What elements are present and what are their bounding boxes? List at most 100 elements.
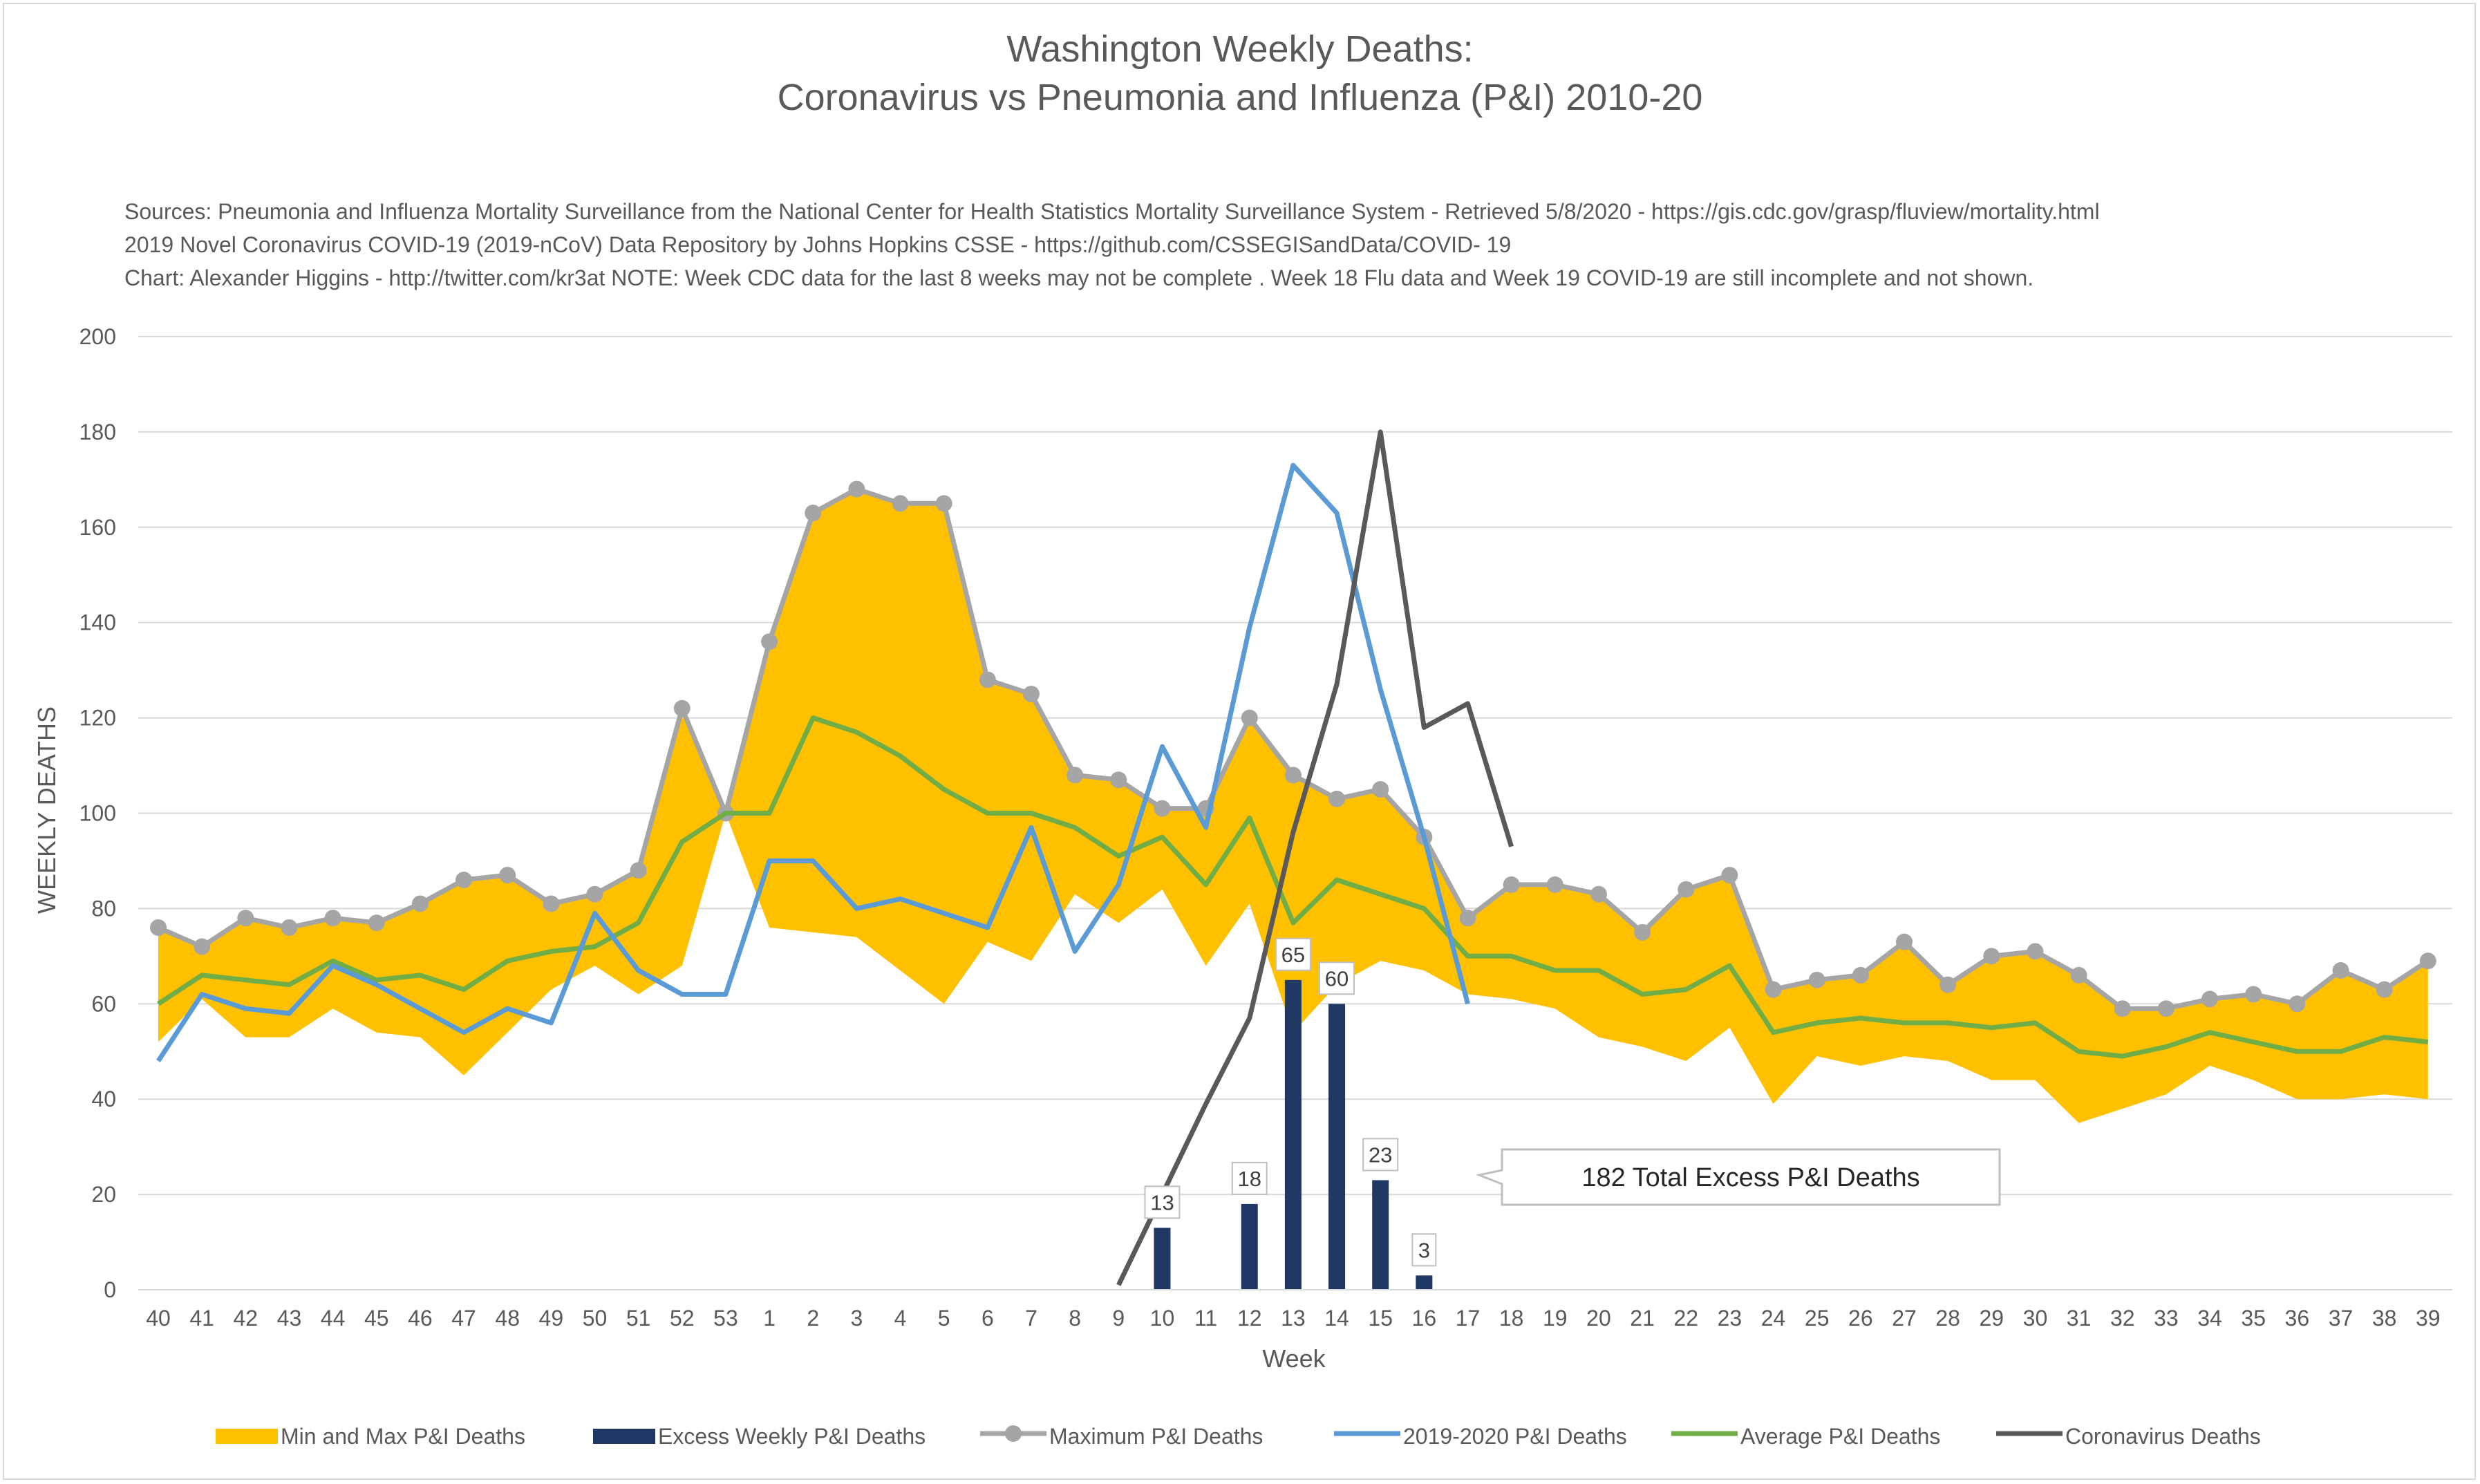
chart-title-line-2: Coronavirus vs Pneumonia and Influenza (…	[777, 77, 1703, 118]
maximum-marker	[1939, 976, 1957, 993]
x-tick-label: 4	[894, 1306, 907, 1331]
maximum-marker	[2157, 1000, 2174, 1017]
maximum-marker	[2289, 995, 2306, 1013]
legend-swatch	[593, 1429, 655, 1444]
chart-frame	[3, 3, 2476, 1480]
x-tick-label: 7	[1025, 1306, 1037, 1331]
legend-line-symbol	[980, 1423, 1046, 1449]
series-lines	[150, 429, 2436, 1286]
x-tick-label: 32	[2110, 1306, 2135, 1331]
legend-item: Min and Max P&I Deaths	[216, 1418, 525, 1454]
maximum-marker	[1852, 966, 1869, 984]
x-tick-label: 30	[2023, 1306, 2048, 1331]
x-tick-label: 38	[2372, 1306, 2397, 1331]
x-tick-label: 52	[670, 1306, 695, 1331]
maximum-marker	[543, 895, 560, 912]
x-tick-label: 26	[1848, 1306, 1873, 1331]
bar-data-label: 65	[1281, 943, 1305, 967]
maximum-marker	[368, 914, 385, 932]
maximum-marker	[892, 495, 909, 512]
legend: Min and Max P&I Deaths Excess Weekly P&I …	[0, 1418, 2480, 1454]
y-tick-label: 20	[91, 1182, 116, 1207]
bar-data-label: 13	[1150, 1190, 1174, 1214]
y-axis-title: WEEKLY DEATHS	[32, 706, 61, 914]
x-tick-label: 22	[1673, 1306, 1698, 1331]
maximum-marker	[1328, 790, 1346, 807]
maximum-marker	[1154, 800, 1171, 817]
x-tick-label: 50	[583, 1306, 608, 1331]
sources-line-1: Sources: Pneumonia and Influenza Mortali…	[124, 199, 2100, 224]
maximum-marker	[979, 671, 996, 688]
callout-text: 182 Total Excess P&I Deaths	[1581, 1163, 1919, 1192]
legend-item: Excess Weekly P&I Deaths	[593, 1418, 926, 1454]
x-tick-label: 1	[763, 1306, 776, 1331]
maximum-marker	[1808, 971, 1825, 988]
x-tick-label: 28	[1935, 1306, 1960, 1331]
min-max-band	[158, 489, 2428, 1123]
maximum-marker	[1503, 876, 1520, 893]
excess-bar	[1241, 1203, 1258, 1290]
x-tick-label: 3	[851, 1306, 863, 1331]
maximum-marker	[1241, 709, 1258, 726]
maximum-marker	[1067, 767, 1084, 784]
current-season-line	[156, 462, 1470, 1062]
x-tick-label: 36	[2285, 1306, 2310, 1331]
callout-box	[1475, 1148, 2001, 1206]
x-tick-label: 20	[1586, 1306, 1611, 1331]
maximum-marker	[2419, 952, 2436, 970]
maximum-marker	[805, 505, 822, 522]
x-tick-label: 15	[1368, 1306, 1393, 1331]
x-tick-label: 39	[2416, 1306, 2441, 1331]
maximum-marker	[237, 910, 254, 927]
legend-label: Min and Max P&I Deaths	[281, 1423, 525, 1449]
y-tick-label: 180	[79, 420, 116, 444]
x-tick-label: 47	[451, 1306, 476, 1331]
maximum-marker	[1459, 910, 1476, 927]
bar-data-label-box	[1411, 1233, 1437, 1267]
x-tick-label: 31	[2067, 1306, 2092, 1331]
x-tick-label: 10	[1150, 1306, 1175, 1331]
x-tick-label: 35	[2241, 1306, 2266, 1331]
x-tick-label: 25	[1805, 1306, 1830, 1331]
x-tick-label: 29	[1980, 1306, 2004, 1331]
maximum-marker	[2376, 981, 2393, 998]
excess-bar	[1154, 1228, 1171, 1290]
maximum-marker	[586, 885, 603, 903]
bar-data-label: 3	[1418, 1238, 1430, 1262]
maximum-marker	[1110, 771, 1127, 789]
data-labels: 13 18 65 60 23 3	[1144, 937, 1437, 1267]
bar-data-label: 23	[1369, 1143, 1392, 1167]
x-tick-label: 49	[539, 1306, 564, 1331]
maximum-marker	[761, 633, 778, 650]
excess-bars	[1154, 979, 1433, 1290]
maximum-marker	[1372, 781, 1389, 798]
sources-line-2: 2019 Novel Coronavirus COVID-19 (2019-nC…	[124, 232, 1512, 257]
legend-label: 2019-2020 P&I Deaths	[1403, 1423, 1627, 1449]
maximum-marker	[2027, 943, 2044, 960]
x-tick-label: 12	[1237, 1306, 1262, 1331]
excess-bar	[1372, 1180, 1389, 1290]
maximum-marker	[630, 862, 647, 879]
x-axis-title: Week	[1262, 1344, 1326, 1373]
x-tick-label: 45	[364, 1306, 389, 1331]
maximum-marker	[2070, 966, 2087, 984]
maximum-marker	[2245, 986, 2262, 1003]
excess-bar	[1416, 1275, 1433, 1290]
y-tick-label: 80	[91, 896, 116, 921]
x-tick-label: 23	[1718, 1306, 1742, 1331]
bar-data-label: 60	[1325, 966, 1349, 990]
x-tick-label: 46	[408, 1306, 433, 1331]
legend-label: Coronavirus Deaths	[2065, 1423, 2261, 1449]
maximum-marker	[1546, 876, 1563, 893]
x-tick-label: 53	[713, 1306, 738, 1331]
min-max-area	[158, 489, 2428, 1123]
sources-line-3: Chart: Alexander Higgins - http://twitte…	[124, 265, 2034, 290]
x-tick-label: 40	[146, 1306, 171, 1331]
bar-data-label-box	[1275, 937, 1311, 971]
maximum-marker	[1765, 981, 1782, 998]
x-tick-label: 21	[1630, 1306, 1655, 1331]
maximum-marker	[1721, 867, 1738, 884]
x-tick-label: 6	[981, 1306, 994, 1331]
y-tick-label: 60	[91, 991, 116, 1016]
x-tick-label: 8	[1069, 1306, 1081, 1331]
